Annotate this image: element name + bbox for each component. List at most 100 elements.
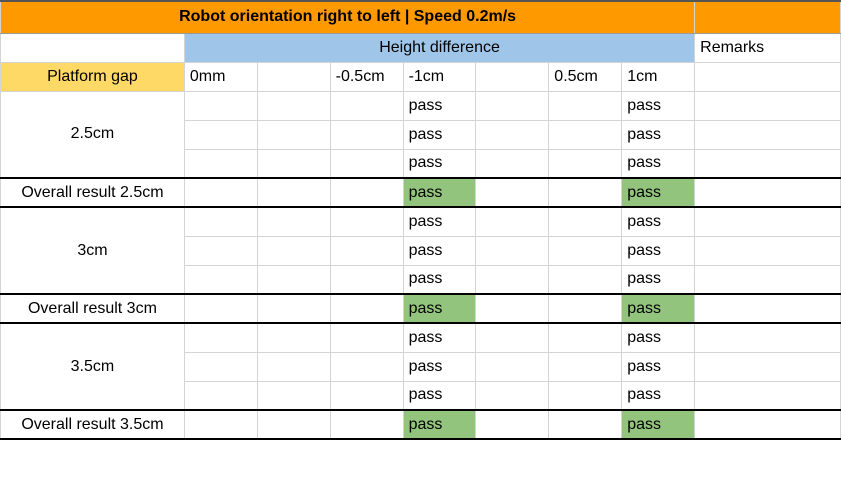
remarks-header[interactable]: Remarks xyxy=(694,32,841,63)
header-blank-cell[interactable] xyxy=(0,32,185,63)
platform-gap-header[interactable]: Platform gap xyxy=(0,61,185,92)
overall-result-label[interactable]: Overall result 3cm xyxy=(0,293,185,324)
overall-result-cell[interactable] xyxy=(475,409,550,440)
overall-result-label[interactable]: Overall result 2.5cm xyxy=(0,177,185,208)
platform-gap-cell[interactable]: 3.5cm xyxy=(0,322,185,411)
overall-result-cell[interactable]: pass xyxy=(621,293,696,324)
result-cell[interactable] xyxy=(548,119,623,150)
overall-result-cell[interactable] xyxy=(256,409,331,440)
result-cell[interactable] xyxy=(256,264,331,295)
remarks-cell[interactable] xyxy=(694,177,841,208)
overall-result-cell[interactable]: pass xyxy=(621,177,696,208)
result-cell[interactable]: pass xyxy=(621,206,696,237)
result-cell[interactable]: pass xyxy=(402,235,477,266)
result-cell[interactable] xyxy=(475,119,550,150)
overall-result-cell[interactable]: pass xyxy=(402,177,477,208)
result-cell[interactable]: pass xyxy=(402,206,477,237)
overall-result-cell[interactable] xyxy=(256,293,331,324)
result-cell[interactable] xyxy=(183,90,258,121)
overall-result-cell[interactable] xyxy=(548,177,623,208)
overall-result-cell[interactable] xyxy=(329,409,404,440)
result-cell[interactable]: pass xyxy=(621,351,696,382)
result-cell[interactable] xyxy=(548,264,623,295)
overall-result-cell[interactable] xyxy=(256,177,331,208)
col-header[interactable]: 0.5cm xyxy=(548,61,623,92)
overall-result-cell[interactable] xyxy=(183,177,258,208)
result-cell[interactable] xyxy=(329,322,404,353)
overall-result-cell[interactable] xyxy=(548,293,623,324)
remarks-cell[interactable] xyxy=(694,264,841,295)
result-cell[interactable]: pass xyxy=(621,90,696,121)
result-cell[interactable] xyxy=(256,380,331,411)
remarks-cell[interactable] xyxy=(694,380,841,411)
remarks-cell[interactable] xyxy=(694,409,841,440)
overall-result-cell[interactable] xyxy=(475,293,550,324)
remarks-cell[interactable] xyxy=(694,90,841,121)
sheet-title[interactable]: Robot orientation right to left | Speed … xyxy=(0,0,696,34)
result-cell[interactable] xyxy=(475,351,550,382)
result-cell[interactable] xyxy=(183,264,258,295)
result-cell[interactable] xyxy=(256,235,331,266)
overall-result-cell[interactable]: pass xyxy=(402,409,477,440)
col-header[interactable]: 1cm xyxy=(621,61,696,92)
result-cell[interactable]: pass xyxy=(402,351,477,382)
result-cell[interactable] xyxy=(475,90,550,121)
result-cell[interactable] xyxy=(329,264,404,295)
remarks-cell[interactable] xyxy=(694,322,841,353)
result-cell[interactable] xyxy=(256,90,331,121)
result-cell[interactable] xyxy=(256,351,331,382)
result-cell[interactable] xyxy=(329,148,404,179)
result-cell[interactable] xyxy=(256,119,331,150)
result-cell[interactable] xyxy=(256,148,331,179)
result-cell[interactable] xyxy=(475,235,550,266)
result-cell[interactable] xyxy=(183,119,258,150)
result-cell[interactable] xyxy=(329,235,404,266)
result-cell[interactable] xyxy=(183,235,258,266)
result-cell[interactable] xyxy=(329,90,404,121)
overall-result-cell[interactable] xyxy=(183,293,258,324)
col-header[interactable]: -0.5cm xyxy=(329,61,404,92)
result-cell[interactable] xyxy=(475,380,550,411)
result-cell[interactable] xyxy=(256,322,331,353)
remarks-cell[interactable] xyxy=(694,235,841,266)
result-cell[interactable]: pass xyxy=(402,90,477,121)
result-cell[interactable] xyxy=(183,351,258,382)
title-cell-empty[interactable] xyxy=(694,0,841,34)
result-cell[interactable]: pass xyxy=(402,119,477,150)
remarks-cell[interactable] xyxy=(694,206,841,237)
overall-result-cell[interactable]: pass xyxy=(621,409,696,440)
result-cell[interactable]: pass xyxy=(621,264,696,295)
result-cell[interactable]: pass xyxy=(402,264,477,295)
remarks-cell[interactable] xyxy=(694,148,841,179)
platform-gap-cell[interactable]: 3cm xyxy=(0,206,185,295)
remarks-cell[interactable] xyxy=(694,119,841,150)
height-difference-header[interactable]: Height difference xyxy=(183,32,696,63)
result-cell[interactable]: pass xyxy=(402,148,477,179)
result-cell[interactable]: pass xyxy=(621,148,696,179)
result-cell[interactable]: pass xyxy=(621,235,696,266)
result-cell[interactable] xyxy=(548,206,623,237)
result-cell[interactable] xyxy=(183,148,258,179)
result-cell[interactable] xyxy=(183,322,258,353)
result-cell[interactable] xyxy=(183,206,258,237)
result-cell[interactable] xyxy=(548,322,623,353)
overall-result-cell[interactable] xyxy=(475,177,550,208)
remarks-cell[interactable] xyxy=(694,61,841,92)
result-cell[interactable] xyxy=(329,206,404,237)
result-cell[interactable] xyxy=(329,380,404,411)
overall-result-cell[interactable] xyxy=(329,293,404,324)
remarks-cell[interactable] xyxy=(694,351,841,382)
col-header[interactable]: -1cm xyxy=(402,61,477,92)
result-cell[interactable] xyxy=(475,264,550,295)
result-cell[interactable]: pass xyxy=(402,380,477,411)
result-cell[interactable] xyxy=(256,206,331,237)
result-cell[interactable]: pass xyxy=(402,322,477,353)
overall-result-label[interactable]: Overall result 3.5cm xyxy=(0,409,185,440)
result-cell[interactable] xyxy=(548,148,623,179)
col-header[interactable]: 0mm xyxy=(183,61,258,92)
result-cell[interactable] xyxy=(329,119,404,150)
result-cell[interactable] xyxy=(548,351,623,382)
result-cell[interactable] xyxy=(548,235,623,266)
result-cell[interactable] xyxy=(475,148,550,179)
result-cell[interactable] xyxy=(475,322,550,353)
